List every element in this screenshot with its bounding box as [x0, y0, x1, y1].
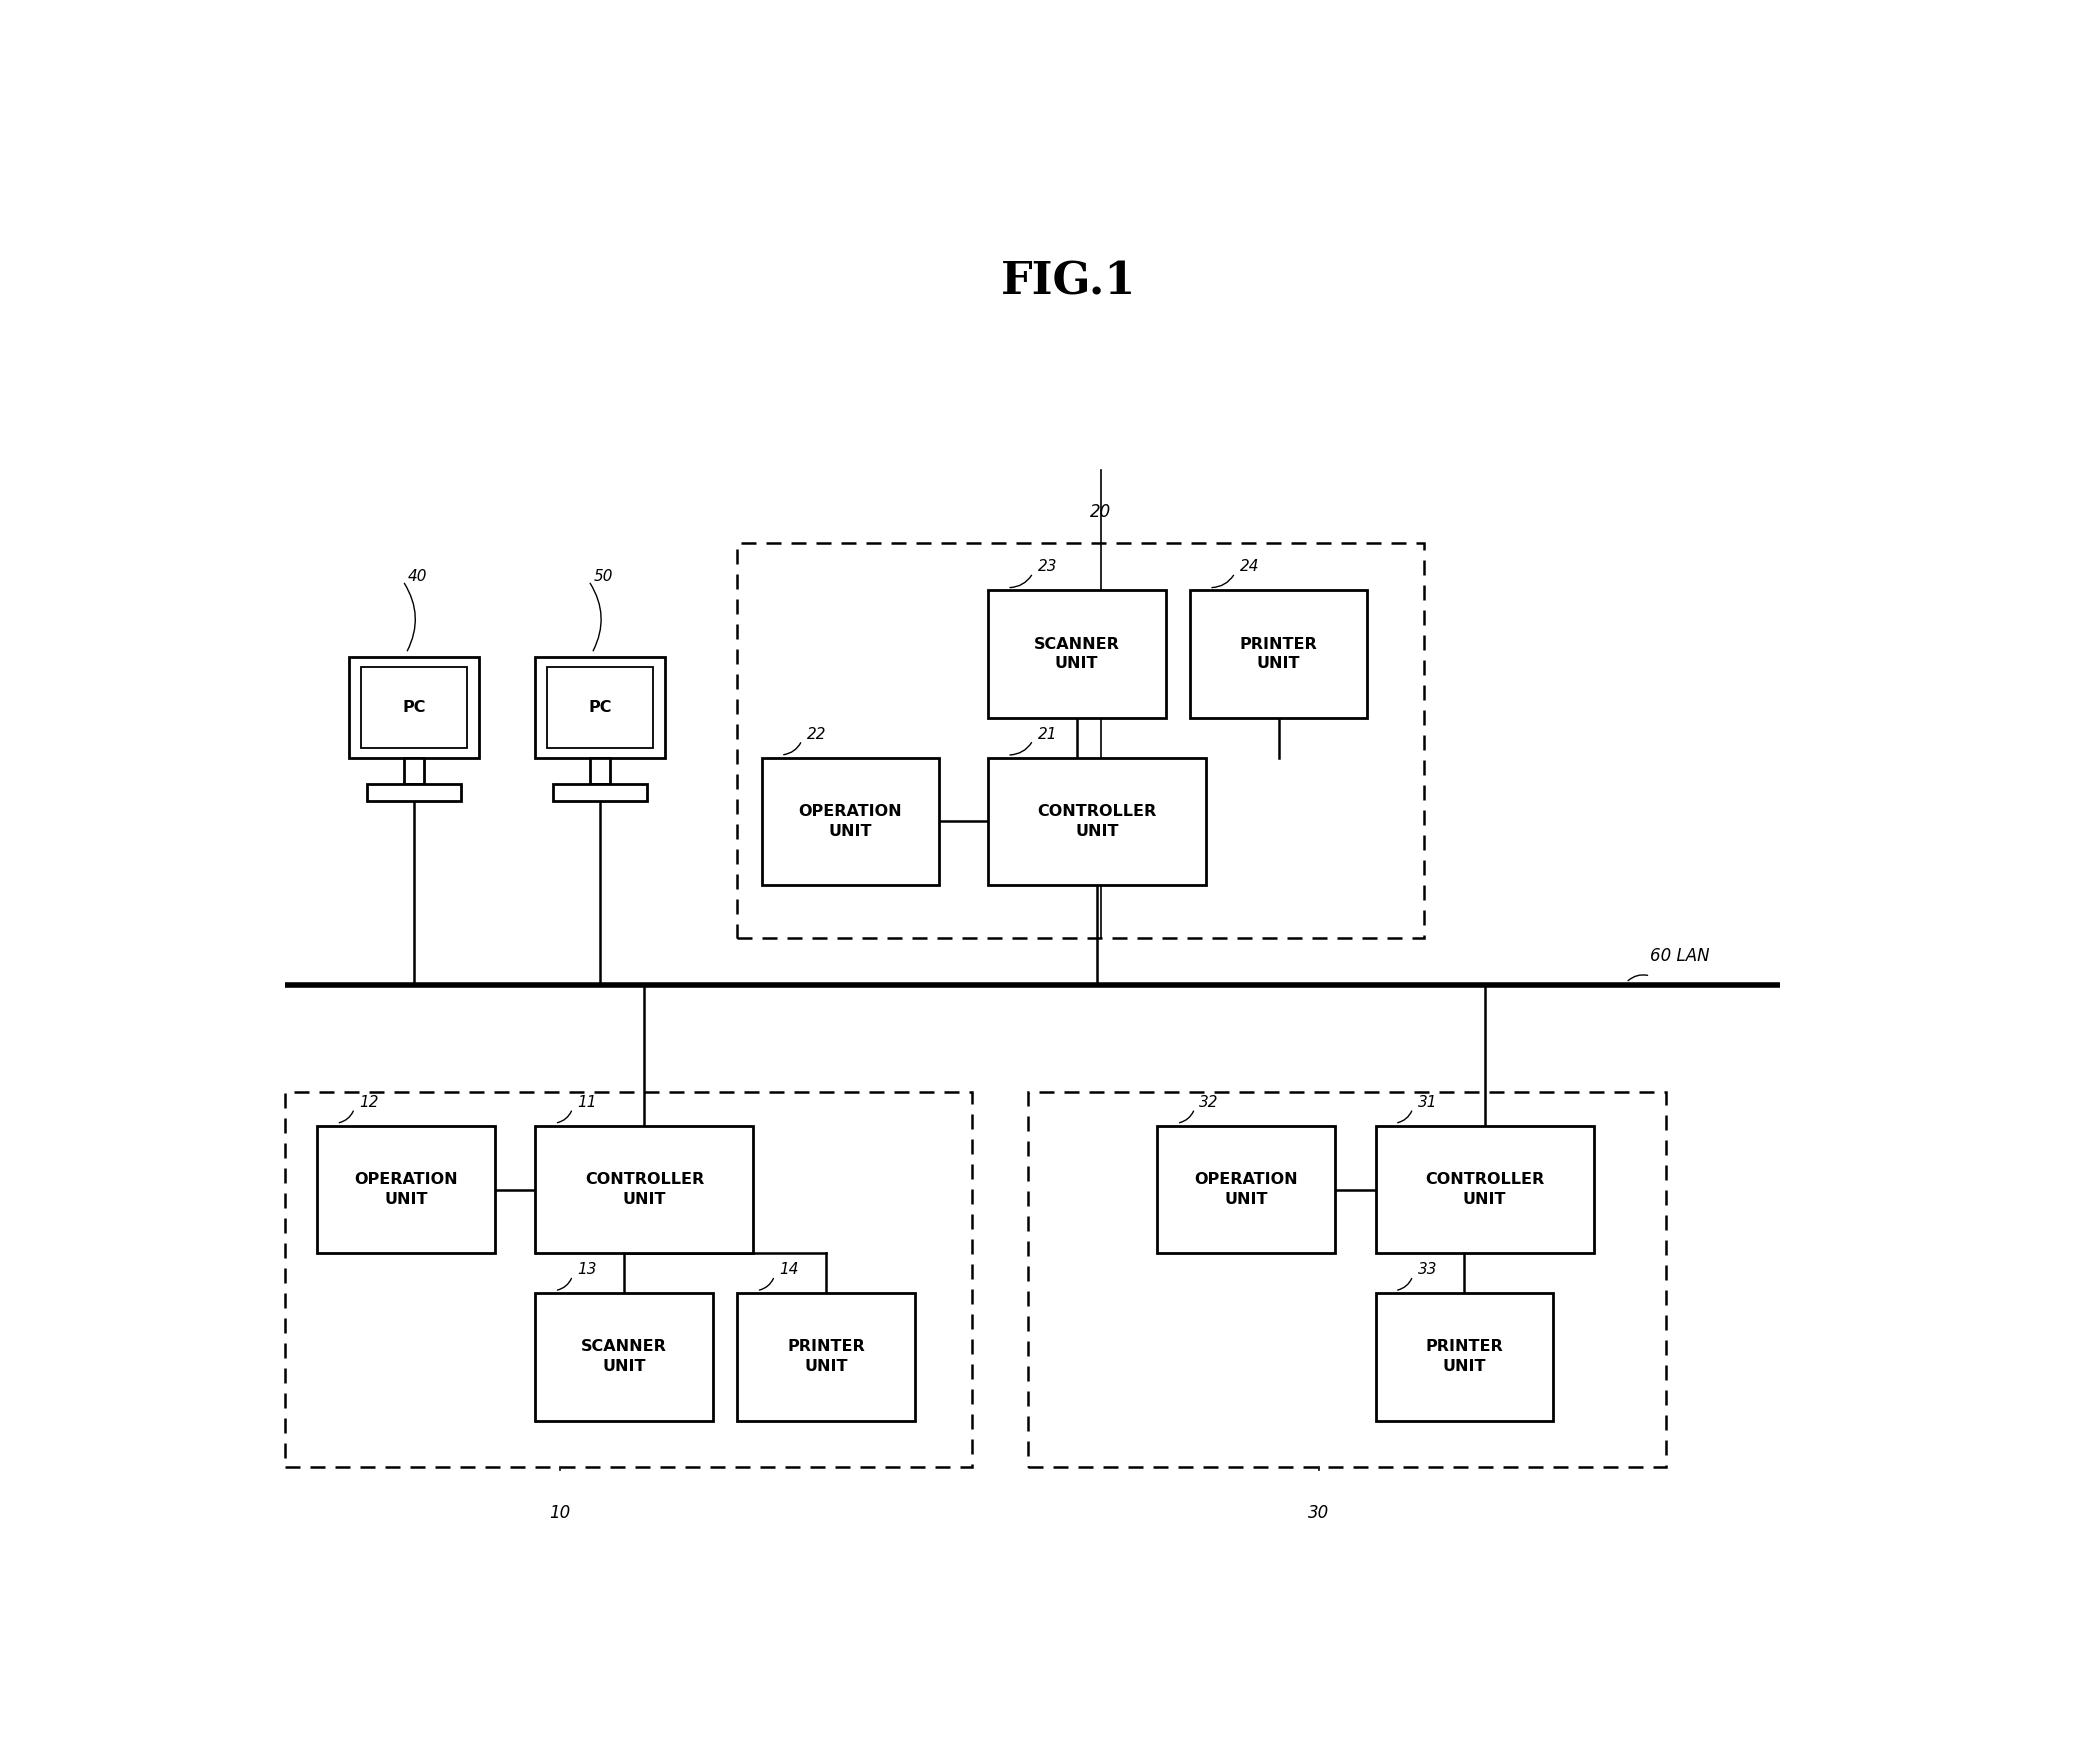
Bar	[536, 657, 665, 758]
Bar	[361, 666, 467, 748]
Bar	[1376, 1294, 1553, 1421]
Text: 60 LAN: 60 LAN	[1651, 948, 1710, 965]
Bar	[536, 1294, 713, 1421]
Text: PC: PC	[588, 701, 611, 715]
Text: 40: 40	[409, 569, 427, 584]
Text: 30: 30	[1309, 1504, 1330, 1522]
Bar	[988, 758, 1205, 885]
Text: CONTROLLER
UNIT: CONTROLLER UNIT	[1036, 803, 1157, 838]
Bar	[536, 1125, 753, 1254]
Text: PRINTER
UNIT: PRINTER UNIT	[1426, 1339, 1503, 1374]
Text: 31: 31	[1418, 1096, 1437, 1109]
Bar	[738, 543, 1424, 939]
Bar	[546, 666, 653, 748]
Bar	[1376, 1125, 1593, 1254]
Bar	[1028, 1092, 1666, 1468]
Bar	[1157, 1125, 1334, 1254]
Text: 24: 24	[1241, 560, 1259, 574]
Bar	[738, 1294, 915, 1421]
Text: SCANNER
UNIT: SCANNER UNIT	[582, 1339, 667, 1374]
Text: 14: 14	[780, 1263, 799, 1276]
Bar	[761, 758, 938, 885]
Text: OPERATION
UNIT: OPERATION UNIT	[1195, 1172, 1299, 1207]
Bar	[1191, 590, 1368, 718]
Text: OPERATION
UNIT: OPERATION UNIT	[799, 803, 903, 838]
Text: CONTROLLER
UNIT: CONTROLLER UNIT	[1424, 1172, 1545, 1207]
Text: 12: 12	[359, 1096, 379, 1109]
Bar	[404, 758, 423, 784]
Text: SCANNER
UNIT: SCANNER UNIT	[1034, 636, 1120, 671]
Text: 32: 32	[1199, 1096, 1220, 1109]
Text: 33: 33	[1418, 1263, 1437, 1276]
Bar	[317, 1125, 494, 1254]
Text: 10: 10	[548, 1504, 569, 1522]
Text: 23: 23	[1038, 560, 1057, 574]
Text: PRINTER
UNIT: PRINTER UNIT	[788, 1339, 865, 1374]
Bar	[350, 657, 480, 758]
Text: 22: 22	[807, 727, 826, 741]
Text: 20: 20	[1090, 503, 1111, 522]
Text: CONTROLLER
UNIT: CONTROLLER UNIT	[584, 1172, 705, 1207]
Bar	[286, 1092, 972, 1468]
Text: PRINTER
UNIT: PRINTER UNIT	[1241, 636, 1318, 671]
Text: PC: PC	[402, 701, 425, 715]
Bar	[590, 758, 609, 784]
Bar	[553, 784, 646, 800]
Bar	[367, 784, 461, 800]
Bar	[988, 590, 1166, 718]
Text: OPERATION
UNIT: OPERATION UNIT	[354, 1172, 459, 1207]
Text: FIG.1: FIG.1	[1001, 261, 1136, 304]
Text: 50: 50	[594, 569, 613, 584]
Text: 13: 13	[578, 1263, 596, 1276]
Text: 21: 21	[1038, 727, 1057, 741]
Text: 11: 11	[578, 1096, 596, 1109]
